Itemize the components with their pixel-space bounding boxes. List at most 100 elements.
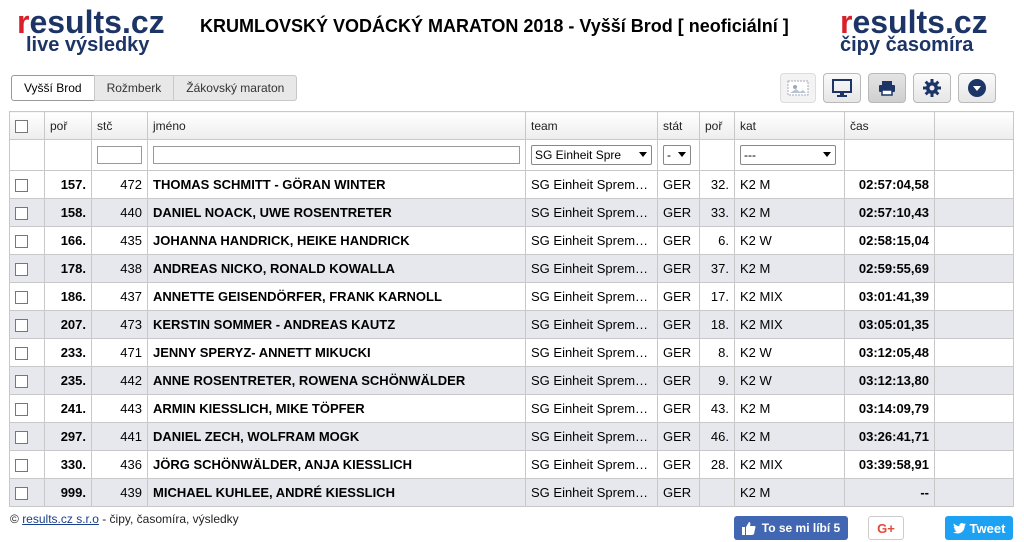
more-button[interactable]: [958, 73, 996, 103]
table-row[interactable]: 999. 439 MICHAEL KUHLEE, ANDRÉ KIESSLICH SG…: [9, 478, 1014, 507]
tab-vyssi-brod[interactable]: Vyšší Brod: [11, 75, 95, 101]
footer-text: - čipy, časomíra, výsledky: [98, 512, 239, 526]
filter-stat-select[interactable]: -: [663, 145, 691, 165]
row-checkbox[interactable]: [15, 459, 28, 473]
row-checkbox-cell[interactable]: [9, 422, 45, 451]
image-button[interactable]: [780, 73, 816, 103]
filter-name-input[interactable]: [153, 146, 520, 164]
row-checkbox-cell[interactable]: [9, 254, 45, 283]
cell-stc: 473: [91, 310, 148, 339]
cell-empty: [934, 282, 1014, 311]
table-row[interactable]: 158. 440 DANIEL NOACK, UWE ROSENTRETER SG E…: [9, 198, 1014, 227]
row-checkbox[interactable]: [15, 375, 28, 389]
chevron-down-icon: [968, 79, 986, 97]
cell-stc: 437: [91, 282, 148, 311]
cell-stat: GER: [657, 394, 700, 423]
row-checkbox-cell[interactable]: [9, 310, 45, 339]
cell-cas: 03:26:41,71: [844, 422, 935, 451]
filter-team-value: SG Einheit Spre: [535, 148, 622, 162]
filter-kat-select[interactable]: ---: [740, 145, 836, 165]
col-stat[interactable]: stát: [657, 111, 700, 140]
row-checkbox-cell[interactable]: [9, 198, 45, 227]
table-row[interactable]: 235. 442 ANNE ROSENTRETER, ROWENA SCHÖNWÄL…: [9, 366, 1014, 395]
row-checkbox-cell[interactable]: [9, 338, 45, 367]
cell-kat: K2 W: [734, 338, 845, 367]
tab-rozmberk[interactable]: Rožmberk: [93, 75, 175, 101]
table-row[interactable]: 166. 435 JOHANNA HANDRICK, HEIKE HANDRICK S…: [9, 226, 1014, 255]
cell-name: JENNY SPERYZ- ANNETT MIKUCKI: [147, 338, 526, 367]
col-stc[interactable]: stč: [91, 111, 148, 140]
cell-empty: [934, 170, 1014, 199]
row-checkbox[interactable]: [15, 431, 28, 445]
row-checkbox[interactable]: [15, 487, 28, 501]
cell-stc: 438: [91, 254, 148, 283]
row-checkbox-cell[interactable]: [9, 394, 45, 423]
cell-cas: 03:12:13,80: [844, 366, 935, 395]
row-checkbox[interactable]: [15, 347, 28, 361]
row-checkbox[interactable]: [15, 179, 28, 193]
select-all-cell[interactable]: [9, 111, 45, 140]
col-kat[interactable]: kat: [734, 111, 845, 140]
table-row[interactable]: 233. 471 JENNY SPERYZ- ANNETT MIKUCKI SG Ei…: [9, 338, 1014, 367]
row-checkbox-cell[interactable]: [9, 366, 45, 395]
google-plus-button[interactable]: G+: [868, 516, 904, 540]
col-rank[interactable]: poř: [699, 111, 735, 140]
cell-por: 241.: [44, 394, 92, 423]
cell-stat: GER: [657, 226, 700, 255]
filter-team-select[interactable]: SG Einheit Spre: [531, 145, 652, 165]
logo-left[interactable]: results.cz live výsledky: [17, 6, 165, 55]
row-checkbox[interactable]: [15, 403, 28, 417]
cell-empty: [934, 338, 1014, 367]
table-row[interactable]: 297. 441 DANIEL ZECH, WOLFRAM MOGK SG Einhe…: [9, 422, 1014, 451]
table-row[interactable]: 186. 437 ANNETTE GEISENDÖRFER, FRANK KARNO…: [9, 282, 1014, 311]
cell-empty: [934, 198, 1014, 227]
tab-zakovsky-maraton[interactable]: Žákovský maraton: [173, 75, 298, 101]
row-checkbox[interactable]: [15, 319, 28, 333]
page-title: KRUMLOVSKÝ VODÁCKÝ MARATON 2018 - Vyšší …: [200, 16, 789, 36]
cell-cas: 03:39:58,91: [844, 450, 935, 479]
row-checkbox-cell[interactable]: [9, 450, 45, 479]
cell-empty: [934, 450, 1014, 479]
filter-stat-value: -: [667, 148, 671, 162]
cell-team: SG Einheit Sprem…: [525, 450, 658, 479]
col-cas[interactable]: čas: [844, 111, 935, 140]
row-checkbox-cell[interactable]: [9, 478, 45, 507]
table-row[interactable]: 178. 438 ANDREAS NICKO, RONALD KOWALLA SG E…: [9, 254, 1014, 283]
cell-name: DANIEL ZECH, WOLFRAM MOGK: [147, 422, 526, 451]
row-checkbox-cell[interactable]: [9, 282, 45, 311]
google-plus-label: G+: [877, 520, 895, 536]
row-checkbox[interactable]: [15, 263, 28, 277]
filter-stc-input[interactable]: [97, 146, 142, 164]
filter-empty: [934, 139, 1014, 171]
cell-stc: 439: [91, 478, 148, 507]
table-row[interactable]: 157. 472 THOMAS SCHMITT - GÖRAN WINTER SG E…: [9, 170, 1014, 199]
cell-kat: K2 M: [734, 254, 845, 283]
company-link[interactable]: results.cz s.r.o: [22, 512, 99, 526]
row-checkbox[interactable]: [15, 291, 28, 305]
row-checkbox-cell[interactable]: [9, 226, 45, 255]
table-row[interactable]: 241. 443 ARMIN KIESSLICH, MIKE TÖPFER SG Ei…: [9, 394, 1014, 423]
toolbar: [780, 73, 1003, 103]
col-por[interactable]: poř: [44, 111, 92, 140]
col-team[interactable]: team: [525, 111, 658, 140]
row-checkbox-cell[interactable]: [9, 170, 45, 199]
monitor-button[interactable]: [823, 73, 861, 103]
col-empty: [934, 111, 1014, 140]
select-all-checkbox[interactable]: [15, 119, 28, 133]
cell-name: KERSTIN SOMMER - ANDREAS KAUTZ: [147, 310, 526, 339]
table-row[interactable]: 207. 473 KERSTIN SOMMER - ANDREAS KAUTZ SG …: [9, 310, 1014, 339]
col-jmeno[interactable]: jméno: [147, 111, 526, 140]
logo-right[interactable]: results.cz čipy časomíra: [840, 6, 988, 55]
cell-stc: 436: [91, 450, 148, 479]
cell-por: 330.: [44, 450, 92, 479]
cell-stat: GER: [657, 170, 700, 199]
table-row[interactable]: 330. 436 JÖRG SCHÖNWÄLDER, ANJA KIESSLICH S…: [9, 450, 1014, 479]
cell-rank: 9.: [699, 366, 735, 395]
tweet-button[interactable]: Tweet: [945, 516, 1013, 540]
row-checkbox[interactable]: [15, 235, 28, 249]
facebook-like-button[interactable]: To se mi líbí 5: [734, 516, 848, 540]
settings-button[interactable]: [913, 73, 951, 103]
print-button[interactable]: [868, 73, 906, 103]
cell-stc: 471: [91, 338, 148, 367]
row-checkbox[interactable]: [15, 207, 28, 221]
